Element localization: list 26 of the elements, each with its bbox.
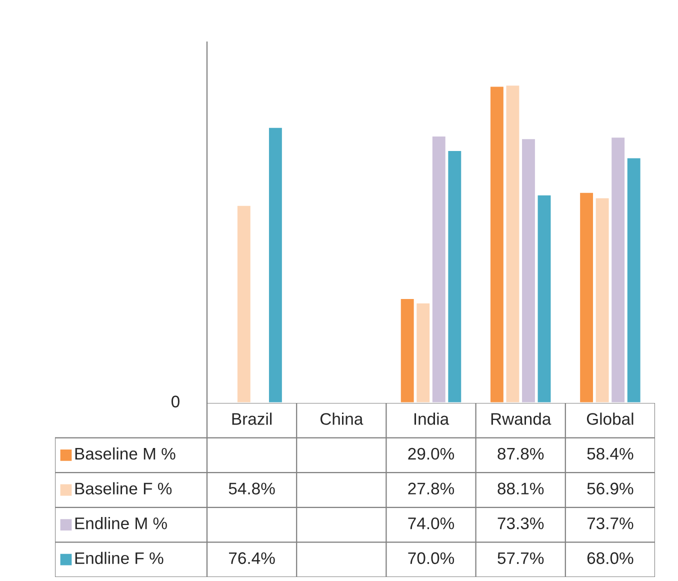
data-label: 74.0% (408, 517, 454, 530)
legend-label: Baseline F % (75, 482, 172, 494)
legend-label: Baseline M % (75, 447, 176, 460)
bar (268, 126, 284, 403)
legend-label: Endline M % (75, 517, 167, 530)
data-label: 73.3% (498, 517, 544, 530)
legend-label: Endline F % (75, 552, 164, 564)
bar (236, 204, 252, 403)
x-tick-label: Rwanda (491, 412, 552, 425)
text: 0 (172, 396, 180, 408)
data-label: 70.0% (408, 552, 454, 564)
data-label: 68.0% (587, 552, 634, 564)
data-label: 54.8% (228, 482, 275, 494)
data-label: 57.7% (498, 552, 544, 564)
data-label: 27.8% (408, 482, 454, 494)
data-label: 58.4% (587, 448, 634, 460)
x-tick-label: Global (586, 412, 634, 425)
data-label: 29.0% (408, 448, 454, 460)
x-tick-label: Brazil (232, 412, 272, 425)
x-tick-label: India (414, 412, 450, 425)
data-label: 87.8% (498, 448, 544, 460)
data-label: 88.1% (498, 482, 544, 494)
data-label: 56.9% (587, 482, 634, 494)
data-label: 76.4% (229, 552, 275, 564)
data-label: 73.7% (587, 517, 634, 530)
x-tick-label: China (320, 412, 364, 425)
